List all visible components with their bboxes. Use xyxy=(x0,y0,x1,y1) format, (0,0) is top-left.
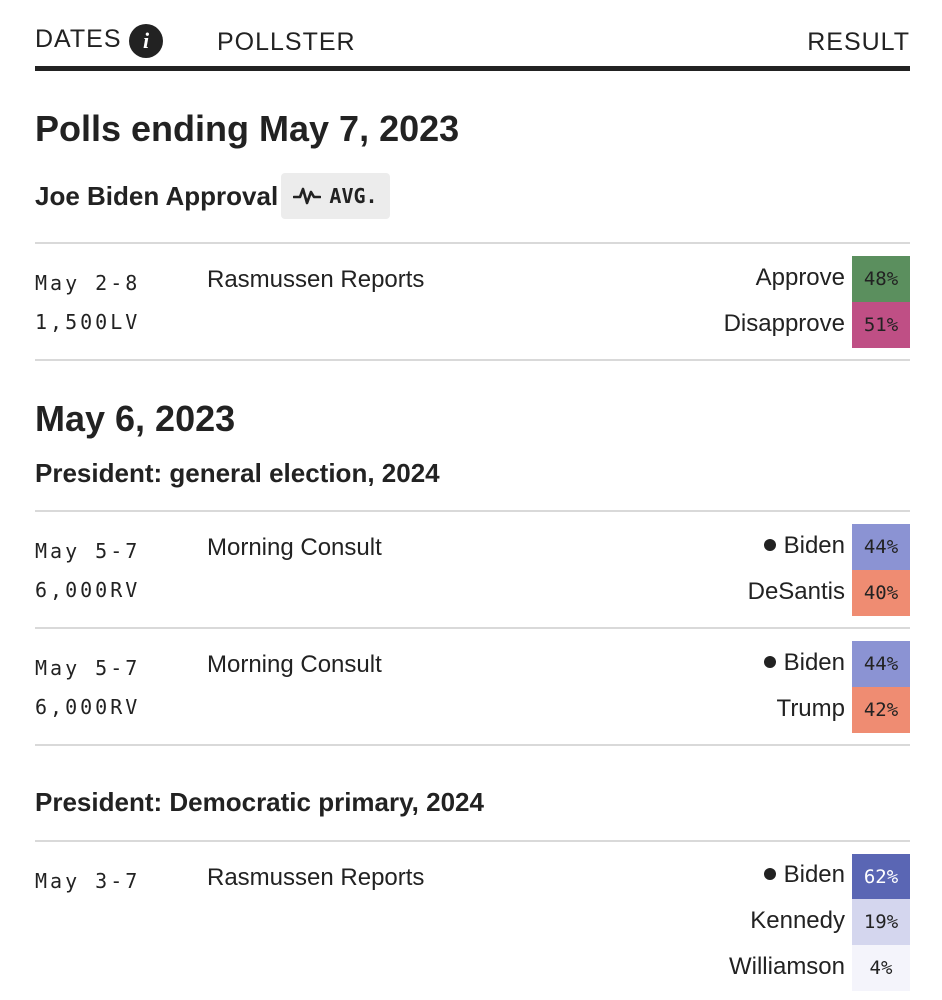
poll-dates: May 2-8 xyxy=(35,271,141,295)
population: LV xyxy=(110,310,141,334)
dates-column-header[interactable]: DATES xyxy=(35,25,122,53)
candidate-name: Biden xyxy=(783,861,845,888)
result-pct: 62% xyxy=(852,854,910,900)
divider xyxy=(35,242,910,244)
divider xyxy=(35,510,910,512)
result-pct: 51% xyxy=(852,302,910,348)
sample-size: 1,500 xyxy=(35,310,111,334)
candidate-name: Biden xyxy=(783,649,845,676)
candidate-name: Biden xyxy=(783,532,845,559)
pollster-name[interactable]: Rasmussen Reports xyxy=(207,864,425,891)
info-icon[interactable]: i xyxy=(129,24,163,58)
poll-dates: May 3-7 xyxy=(35,869,141,893)
pollster-name[interactable]: Rasmussen Reports xyxy=(207,266,425,293)
divider xyxy=(35,744,910,746)
population: RV xyxy=(110,695,141,719)
average-button[interactable]: AVG. xyxy=(281,173,390,219)
poll-dates: May 5-7 xyxy=(35,539,141,563)
average-button-label: AVG. xyxy=(329,184,378,208)
result-column-header[interactable]: RESULT xyxy=(807,28,910,56)
poll-dates: May 5-7 xyxy=(35,656,141,680)
result-pct: 40% xyxy=(852,570,910,616)
answer-label: Williamson xyxy=(728,953,845,980)
sample-size: 6,000 xyxy=(35,695,111,719)
result-pct: 44% xyxy=(852,524,910,570)
result-pct: 19% xyxy=(852,899,910,945)
result-pct: 48% xyxy=(852,256,910,302)
answer-label: Approve xyxy=(755,264,845,291)
result-pct: 42% xyxy=(852,687,910,733)
answer-label: Biden xyxy=(763,861,845,889)
date-heading: May 6, 2023 xyxy=(35,398,236,439)
answer-label: Biden xyxy=(763,649,845,677)
poll-sample: 1,500LV xyxy=(35,310,140,334)
answer-label: Trump xyxy=(776,695,845,722)
winner-dot-icon xyxy=(763,538,776,551)
pulse-icon xyxy=(293,187,322,205)
race-title[interactable]: Joe Biden Approval xyxy=(35,181,279,211)
answer-label: Disapprove xyxy=(723,310,845,337)
answer-label: Biden xyxy=(763,532,845,560)
population: RV xyxy=(110,578,141,602)
table-header: DATES i POLLSTER RESULT xyxy=(35,0,910,71)
race-title[interactable]: President: general election, 2024 xyxy=(35,458,440,488)
divider xyxy=(35,359,910,361)
result-pct: 44% xyxy=(852,641,910,687)
date-heading: Polls ending May 7, 2023 xyxy=(35,108,460,149)
sample-size: 6,000 xyxy=(35,578,111,602)
poll-sample: 6,000RV xyxy=(35,578,140,602)
race-title[interactable]: President: Democratic primary, 2024 xyxy=(35,787,484,817)
answer-label: Kennedy xyxy=(750,907,845,934)
pollster-name[interactable]: Morning Consult xyxy=(207,651,382,678)
winner-dot-icon xyxy=(763,867,776,880)
winner-dot-icon xyxy=(763,655,776,668)
poll-sample: 6,000RV xyxy=(35,695,140,719)
divider xyxy=(35,627,910,629)
answer-label: DeSantis xyxy=(747,578,845,605)
divider xyxy=(35,840,910,842)
pollster-name[interactable]: Morning Consult xyxy=(207,534,382,561)
result-pct: 4% xyxy=(852,945,910,991)
pollster-column-header[interactable]: POLLSTER xyxy=(217,28,356,56)
